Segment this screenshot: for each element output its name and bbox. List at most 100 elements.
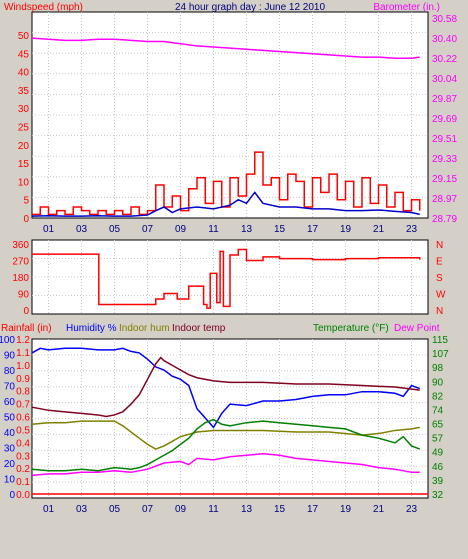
- humidity-tick-label: 30: [4, 444, 16, 455]
- temperature-tick-label: 107: [432, 349, 449, 360]
- x-tick-label: 17: [307, 224, 319, 235]
- direction-axis-ticks: 0 90 180 270 360: [12, 240, 29, 317]
- barometer-tick-label: 29.51: [432, 134, 457, 145]
- temperature-tick-label: 32: [432, 490, 444, 501]
- temperature-tick-label: 74: [432, 405, 444, 416]
- barometer-tick-label: 30.22: [432, 54, 457, 65]
- x-tick-label: 13: [241, 504, 253, 515]
- compass-tick-label: N: [436, 240, 443, 251]
- rain-tick-label: 0.5: [16, 425, 30, 436]
- x-tick-label: 21: [373, 224, 385, 235]
- direction-tick-label: 90: [18, 290, 30, 301]
- humidity-tick-label: 90: [4, 351, 16, 362]
- x-tick-label: 19: [340, 504, 352, 515]
- humidity-tick-label: 50: [4, 413, 16, 424]
- x-tick-label: 03: [76, 504, 88, 515]
- humidity-tick-label: 0: [9, 490, 15, 501]
- direction-series: [32, 248, 421, 309]
- direction-tick-label: 0: [23, 306, 29, 317]
- windspeed-tick-label: 30: [18, 104, 30, 115]
- windspeed-tick-label: 50: [18, 31, 30, 42]
- rainfall-legend: Rainfall (in): [1, 323, 52, 334]
- compass-tick-label: E: [436, 257, 443, 268]
- temperature-tick-label: 39: [432, 476, 444, 487]
- humidity-tick-label: 80: [4, 366, 16, 377]
- x-tick-label: 11: [208, 224, 219, 235]
- x-axis-bottom-panel: 01 03 05 07 09 11 13 15 17 19 21 23: [43, 504, 418, 515]
- wind-baro-series: [31, 37, 421, 217]
- humidity-tick-label: 20: [4, 459, 16, 470]
- barometer-tick-label: 29.15: [432, 174, 457, 185]
- direction-tick-label: 360: [12, 240, 29, 251]
- x-tick-label: 09: [175, 504, 187, 515]
- temperature-tick-label: 46: [432, 462, 444, 473]
- x-tick-label: 05: [109, 224, 121, 235]
- temperature-series-line: [31, 418, 421, 472]
- temperature-tick-label: 90: [432, 377, 444, 388]
- x-tick-label: 01: [43, 224, 55, 235]
- temperature-tick-label: 115: [432, 335, 448, 346]
- rain-tick-label: 0.1: [16, 477, 30, 488]
- rain-tick-label: 0.3: [16, 451, 30, 462]
- barometer-tick-label: 28.97: [432, 194, 457, 205]
- rain-tick-label: 1.2: [16, 335, 30, 346]
- x-tick-label: 05: [109, 504, 121, 515]
- temp-hum-grid: [32, 339, 428, 498]
- rain-tick-label: 0.2: [16, 464, 30, 475]
- rain-tick-label: 0.9: [16, 374, 30, 385]
- x-tick-label: 09: [175, 224, 187, 235]
- humidity-tick-label: 40: [4, 428, 16, 439]
- direction-series-line: [32, 248, 421, 309]
- rain-tick-label: 0.0: [16, 490, 30, 501]
- rain-tick-label: 0.7: [16, 400, 30, 411]
- compass-tick-label: S: [436, 273, 443, 284]
- barometer-tick-label: 30.04: [432, 74, 457, 85]
- barometer-tick-label: 30.40: [432, 34, 457, 45]
- x-axis-top-panel: 01 03 05 07 09 11 13 15 17 19 21 23: [43, 224, 418, 235]
- humidity-tick-label: 60: [4, 397, 16, 408]
- x-tick-label: 21: [373, 504, 385, 515]
- temperature-tick-label: 65: [432, 420, 444, 431]
- barometer-tick-label: 29.69: [432, 114, 457, 125]
- x-tick-label: 15: [274, 224, 286, 235]
- humidity-tick-label: 10: [4, 475, 16, 486]
- compass-tick-label: N: [436, 306, 443, 317]
- windspeed-tick-label: 45: [18, 49, 30, 60]
- barometer-tick-label: 28.79: [432, 214, 457, 225]
- indoor-hum-legend: Indoor hum: [119, 323, 170, 334]
- humidity-series-line: [31, 347, 421, 429]
- humidity-tick-label: 100: [0, 335, 15, 346]
- rain-tick-label: 0.8: [16, 387, 30, 398]
- x-tick-label: 13: [241, 224, 253, 235]
- direction-tick-label: 180: [12, 273, 29, 284]
- barometer-tick-label: 29.33: [432, 154, 457, 165]
- windspeed-tick-label: 20: [18, 141, 30, 152]
- windspeed-tick-label: 10: [18, 177, 30, 188]
- rain-tick-label: 1.1: [16, 348, 30, 359]
- windspeed-tick-label: 15: [18, 159, 30, 170]
- temperature-tick-label: 98: [432, 363, 444, 374]
- windspeed-tick-label: 5: [23, 196, 29, 207]
- x-tick-label: 07: [142, 504, 154, 515]
- temperature-legend: Temperature (°F): [313, 323, 389, 334]
- windspeed-axis-ticks: 0 5 10 15 20 25 30 35 40 45 50: [18, 31, 30, 225]
- x-tick-label: 11: [208, 504, 219, 515]
- dew_point-series-line: [31, 452, 420, 477]
- windspeed-tick-label: 0: [23, 214, 29, 225]
- humidity-rain-axis-ticks: 0 10 20 30 40 50 60 70 80 90 100 0.0 0.1 0.2 0.3 0.4 0.5…: [0, 335, 30, 501]
- indoor_temp-series-line: [31, 356, 420, 418]
- rain-tick-label: 0.6: [16, 413, 30, 424]
- rain-tick-label: 1.0: [16, 361, 30, 372]
- windspeed-tick-label: 40: [18, 68, 30, 79]
- temperature-tick-label: 49: [432, 448, 444, 459]
- dew-point-legend: Dew Point: [394, 323, 440, 334]
- windspeed-tick-label: 25: [18, 123, 30, 134]
- direction-tick-label: 270: [12, 257, 29, 268]
- temperature-tick-label: 57: [432, 434, 444, 445]
- humidity-tick-label: 70: [4, 382, 16, 393]
- barometer-tick-label: 30.58: [432, 14, 457, 25]
- windspeed-series-line: [32, 151, 421, 216]
- chart-title: 24 hour graph day : June 12 2010: [175, 2, 326, 13]
